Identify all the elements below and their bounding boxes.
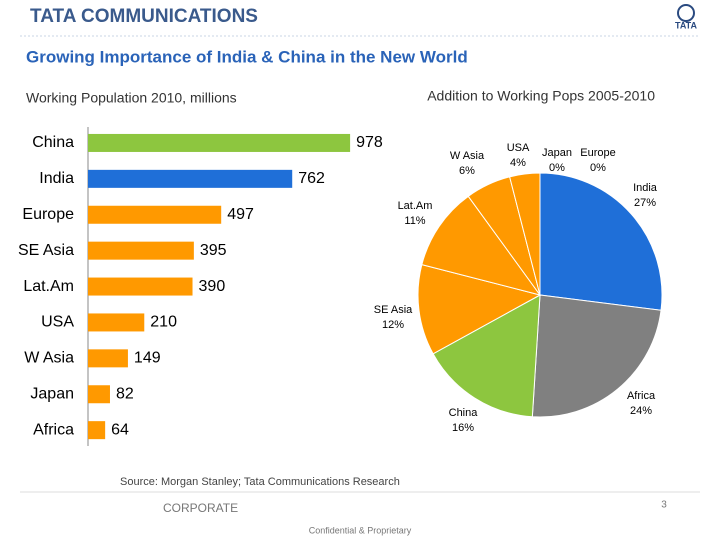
bar bbox=[88, 205, 222, 224]
logo-mark bbox=[677, 4, 695, 22]
pie-chart-title: Addition to Working Pops 2005-2010 bbox=[427, 88, 655, 104]
slice-name: Lat.Am bbox=[398, 200, 433, 212]
value-label: 978 bbox=[356, 134, 383, 151]
bar-chart-title: Working Population 2010, millions bbox=[26, 90, 237, 106]
slice-value: 12% bbox=[382, 319, 404, 331]
page-number: 3 bbox=[661, 500, 667, 511]
value-label: 64 bbox=[111, 421, 129, 438]
slice-value: 6% bbox=[459, 165, 475, 177]
category-label: Europe bbox=[22, 206, 74, 223]
pie-slice bbox=[531, 294, 662, 418]
confidential: Confidential & Proprietary bbox=[309, 525, 412, 535]
category-label: SE Asia bbox=[18, 242, 74, 259]
category-label: USA bbox=[41, 314, 74, 331]
bar bbox=[88, 241, 194, 260]
slice-name: SE Asia bbox=[374, 304, 413, 316]
value-label: 762 bbox=[298, 170, 325, 187]
slice-value: 16% bbox=[452, 422, 474, 434]
value-label: 395 bbox=[200, 242, 227, 259]
slide-title: Growing Importance of India & China in t… bbox=[26, 47, 468, 66]
value-label: 149 bbox=[134, 350, 161, 367]
category-label: China bbox=[32, 134, 74, 151]
value-label: 82 bbox=[116, 385, 134, 402]
pie-slice bbox=[421, 195, 542, 296]
slice-name: Japan bbox=[542, 147, 572, 159]
bar bbox=[88, 385, 110, 404]
logo: TATA bbox=[675, 20, 697, 30]
slice-value: 11% bbox=[404, 215, 425, 227]
bar bbox=[88, 421, 106, 440]
category-label: India bbox=[39, 170, 74, 187]
bar bbox=[88, 133, 351, 152]
slice-name: Europe bbox=[580, 147, 615, 159]
slice-name: Africa bbox=[627, 390, 656, 402]
bar bbox=[88, 277, 193, 296]
category-label: W Asia bbox=[24, 350, 74, 367]
slice-value: 27% bbox=[634, 197, 656, 209]
slice-value: 0% bbox=[590, 162, 606, 174]
slice-name: India bbox=[633, 182, 658, 194]
pie-slice bbox=[432, 294, 541, 418]
bar bbox=[88, 169, 293, 188]
source: Source: Morgan Stanley; Tata Communicati… bbox=[120, 476, 400, 488]
value-label: 497 bbox=[227, 206, 254, 223]
pie-slice bbox=[539, 172, 663, 311]
brand: TATA COMMUNICATIONS bbox=[30, 6, 258, 27]
value-label: 210 bbox=[150, 314, 177, 331]
category-label: Lat.Am bbox=[23, 278, 74, 295]
category-label: Japan bbox=[30, 385, 74, 402]
category-label: Africa bbox=[33, 421, 74, 438]
bar bbox=[88, 349, 128, 368]
slice-name: USA bbox=[507, 142, 530, 154]
slice-name: W Asia bbox=[450, 150, 485, 162]
value-label: 390 bbox=[199, 278, 226, 295]
section: CORPORATE bbox=[163, 501, 238, 515]
slice-value: 4% bbox=[510, 157, 526, 169]
slice-name: China bbox=[449, 407, 479, 419]
pie-slice bbox=[417, 264, 542, 355]
bar bbox=[88, 313, 145, 332]
slice-value: 24% bbox=[630, 405, 652, 417]
slice-value: 0% bbox=[549, 162, 565, 174]
